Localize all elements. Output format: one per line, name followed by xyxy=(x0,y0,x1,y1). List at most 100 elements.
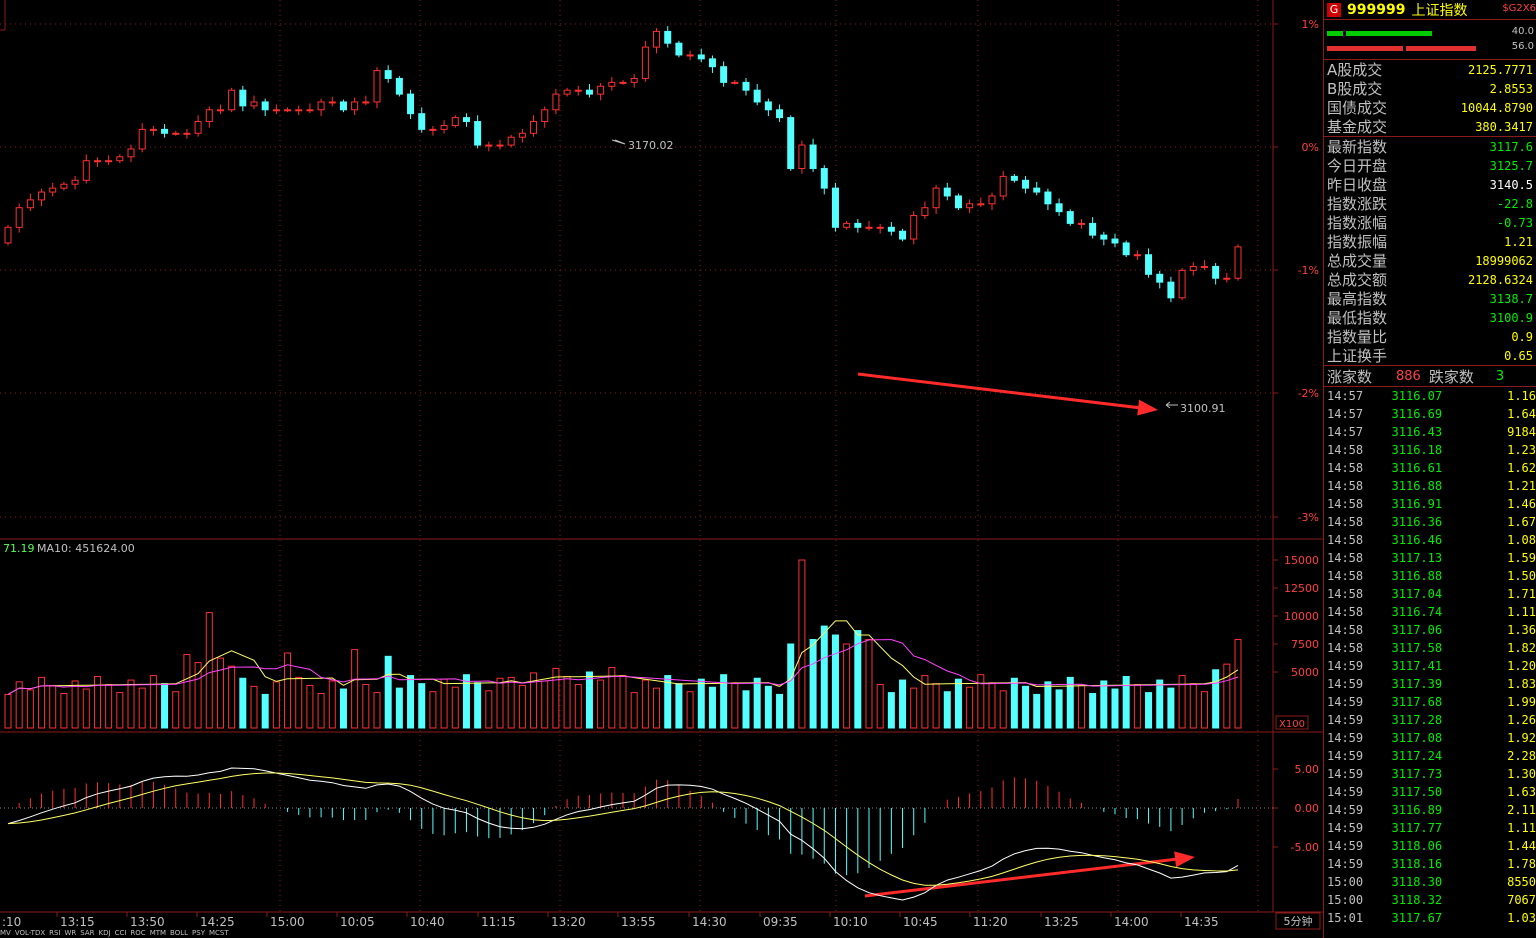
indicator-tab[interactable]: PSY xyxy=(192,929,205,937)
indicator-tabs[interactable]: MV VOL-TDX RSI WR SAR KDJ CCI ROC MTM BOLL PSY MCST xyxy=(0,929,1323,938)
up-count-label: 涨家数 xyxy=(1327,367,1373,386)
candle-down xyxy=(809,144,817,170)
candle-down xyxy=(1145,254,1153,275)
candle-down xyxy=(742,81,750,91)
candle-down xyxy=(1122,242,1130,256)
tick-price: 3117.28 xyxy=(1391,713,1443,727)
quote-header: G 999999 上证指数 $G2X6 xyxy=(1324,0,1536,20)
indicator-tab[interactable]: CCI xyxy=(114,929,127,937)
tick-time: 14:59 xyxy=(1327,677,1364,691)
indicator-tab[interactable]: MCST xyxy=(209,929,229,937)
volume-bar xyxy=(60,693,68,729)
tick-volume: 1.63 xyxy=(1507,785,1536,799)
index-name: 上证指数 xyxy=(1411,2,1468,19)
candle-up xyxy=(15,207,23,228)
candle-up xyxy=(653,30,661,48)
kline-chart[interactable]: 1% 0% -1% -2% -3% 3170.02 3100.91 71.19 MA10: 45… xyxy=(0,0,1323,938)
stat-value: 3125.7 xyxy=(1489,158,1533,173)
indicator-tab[interactable]: VOL-TDX xyxy=(14,929,46,937)
divergence-arrow-macd xyxy=(864,856,1186,898)
tick-row: 14:59 3117.24 2.28 xyxy=(1324,747,1536,765)
tick-row: 14:58 3116.88 1.50 xyxy=(1324,567,1536,585)
indicator-tab[interactable]: KDJ xyxy=(98,929,111,937)
candle-down xyxy=(1010,175,1018,181)
volume-bar xyxy=(943,691,951,729)
candle-up xyxy=(71,179,79,185)
tick-price: 3117.67 xyxy=(1391,911,1443,925)
indicator-tab[interactable]: WR xyxy=(64,929,77,937)
time-axis-label: 10:40 xyxy=(410,915,445,929)
stat-label: 指数涨幅 xyxy=(1327,214,1388,232)
indicator-tab[interactable]: ROC xyxy=(130,929,146,937)
tick-price: 3117.73 xyxy=(1391,767,1443,781)
candle-up xyxy=(429,128,437,131)
tick-time: 14:58 xyxy=(1327,515,1364,529)
volume-bar xyxy=(485,690,493,729)
candle-up xyxy=(686,54,694,57)
macd-axis-label: 0.00 xyxy=(1295,802,1320,815)
tick-row: 14:58 3116.91 1.46 xyxy=(1324,495,1536,513)
sell-ratio-label: 56.0 xyxy=(1511,41,1534,52)
volume-bar xyxy=(250,685,258,729)
tick-price: 3117.50 xyxy=(1391,785,1443,799)
candle-down xyxy=(720,66,728,83)
stat-row: 上证换手 0.65 xyxy=(1324,346,1536,365)
tick-time: 14:59 xyxy=(1327,749,1364,763)
volume-bar xyxy=(93,675,101,729)
volume-bar xyxy=(418,683,426,729)
candle-down xyxy=(820,168,828,189)
tick-row: 15:00 3118.30 8550 xyxy=(1324,873,1536,891)
tick-volume: 9184 xyxy=(1507,425,1536,439)
stat-label: 最高指数 xyxy=(1327,290,1388,308)
stat-label: B股成交 xyxy=(1327,80,1383,98)
tick-price: 3118.06 xyxy=(1391,839,1443,853)
volume-bar xyxy=(831,634,839,729)
candle-down xyxy=(384,70,392,79)
indicator-tab[interactable]: RSI xyxy=(49,929,61,937)
indicator-tab[interactable]: BOLL xyxy=(170,929,189,937)
tick-price: 3116.61 xyxy=(1391,461,1443,475)
volume-bar xyxy=(82,688,90,729)
volume-bar xyxy=(999,690,1007,729)
stat-row: 指数量比 0.9 xyxy=(1324,327,1536,346)
candle-down xyxy=(1111,238,1119,244)
indicator-tab[interactable]: SAR xyxy=(80,929,95,937)
tick-list[interactable]: 14:57 3116.07 1.16 14:57 3116.69 1.64 14:57 311… xyxy=(1324,387,1536,927)
candle-up xyxy=(541,109,549,123)
candle-down xyxy=(943,187,951,197)
chart-area[interactable]: 1% 0% -1% -2% -3% 3170.02 3100.91 71.19 MA10: 45… xyxy=(0,0,1323,938)
time-axis-label: 13:25 xyxy=(1044,915,1079,929)
index-stats: 最新指数 3117.6 今日开盘 3125.7 昨日收盘 3140.5 指数涨跌 -22.8 指… xyxy=(1324,136,1536,365)
tick-time: 14:58 xyxy=(1327,569,1364,583)
indicator-tab[interactable]: MTM xyxy=(149,929,167,937)
candle-up xyxy=(351,101,359,111)
g-icon[interactable]: G xyxy=(1327,2,1341,17)
volume-bar xyxy=(474,682,482,729)
candle-up xyxy=(574,89,582,92)
tick-time: 14:58 xyxy=(1327,461,1364,475)
candle-down xyxy=(339,101,347,111)
volume-bar xyxy=(530,672,538,729)
stat-row: B股成交 2.8553 xyxy=(1324,79,1536,98)
tick-volume: 1.83 xyxy=(1507,677,1536,691)
tick-row: 14:59 3117.41 1.20 xyxy=(1324,657,1536,675)
tick-row: 14:59 3117.08 1.92 xyxy=(1324,729,1536,747)
exchange-label: $G2X6 xyxy=(1502,3,1536,14)
indicator-tab[interactable]: MV xyxy=(0,929,11,937)
candle-up xyxy=(641,46,649,79)
volume-bar xyxy=(317,693,325,729)
tick-volume: 2.28 xyxy=(1507,749,1536,763)
stat-row: 基金成交 380.3417 xyxy=(1324,117,1536,136)
volume-bar xyxy=(496,677,504,729)
tick-row: 14:58 3116.18 1.23 xyxy=(1324,441,1536,459)
time-axis-label: 13:55 xyxy=(621,915,656,929)
volume-bar xyxy=(1066,676,1074,729)
tick-price: 3118.30 xyxy=(1391,875,1443,889)
volume-legend-value: 71.19 xyxy=(3,542,35,555)
volume-bar xyxy=(809,639,817,729)
volume-bar xyxy=(641,679,649,729)
low-pointer xyxy=(1165,401,1178,409)
tick-volume: 1.36 xyxy=(1507,623,1536,637)
candle-down xyxy=(854,222,862,228)
candle-up xyxy=(563,89,571,95)
